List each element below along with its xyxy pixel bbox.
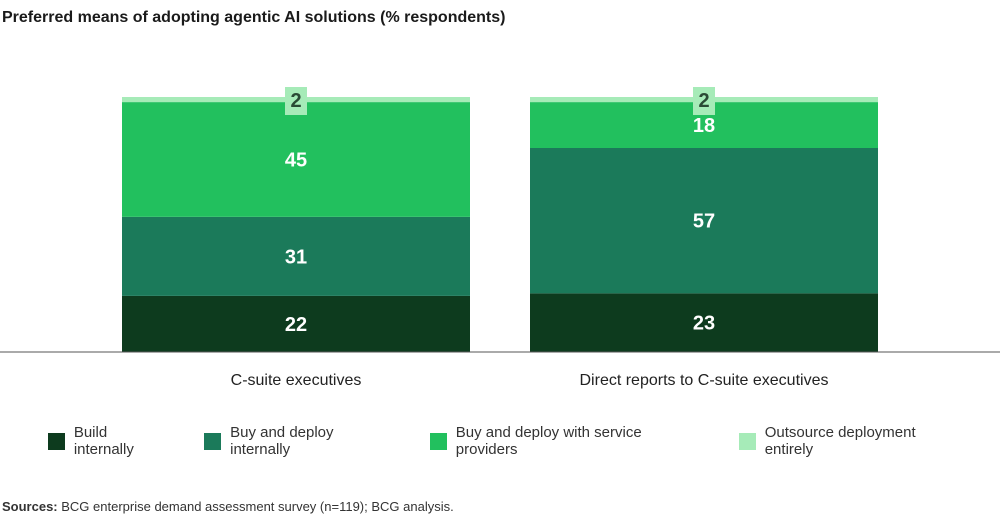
legend-swatch: [738, 432, 756, 450]
data-label: 2: [698, 90, 709, 112]
legend-label: Build internally: [73, 424, 134, 458]
source-note: Sources: BCG enterprise demand assessmen…: [2, 499, 454, 514]
bar-segment: [122, 216, 470, 296]
data-label: 22: [285, 314, 307, 336]
data-label: 2: [290, 90, 301, 112]
bar-segment: [122, 295, 470, 352]
data-label: 18: [693, 115, 715, 137]
legend-item-buy-deploy-service-providers: Buy and deploy with service providers: [429, 424, 705, 458]
source-label: Sources:: [2, 499, 58, 514]
legend-label: Buy and deploy internally: [230, 424, 334, 458]
bar-segment: [122, 102, 470, 217]
legend-swatch: [48, 432, 65, 450]
data-label: 31: [285, 246, 307, 268]
bar-segment: [530, 148, 878, 294]
legend-label: Buy and deploy with service providers: [455, 424, 642, 458]
legend-swatch: [204, 432, 222, 450]
data-label: 57: [693, 211, 715, 233]
data-label-box: [693, 87, 715, 115]
legend-swatch: [429, 432, 447, 450]
legend-item-buy-deploy-internally: Buy and deploy internally: [204, 424, 396, 458]
legend: Build internally Buy and deploy internal…: [48, 424, 1000, 458]
category-label: Direct reports to C-suite executives: [580, 372, 829, 389]
legend-item-outsource-deployment: Outsource deployment entirely: [738, 424, 966, 458]
data-label: 45: [285, 149, 307, 171]
legend-label: Outsource deployment entirely: [764, 424, 916, 458]
category-label: C-suite executives: [231, 372, 362, 389]
data-label: 23: [693, 313, 715, 335]
bar-segment: [530, 293, 878, 352]
legend-item-build-internally: Build internally: [48, 424, 170, 458]
chart-title: Preferred means of adopting agentic AI s…: [2, 9, 506, 26]
data-label-box: [285, 87, 307, 115]
source-text: BCG enterprise demand assessment survey …: [57, 499, 454, 514]
stacked-bar-chart: 22 31 45 2 C-suite executives 23 57 18 2 Direct r…: [0, 87, 1000, 389]
